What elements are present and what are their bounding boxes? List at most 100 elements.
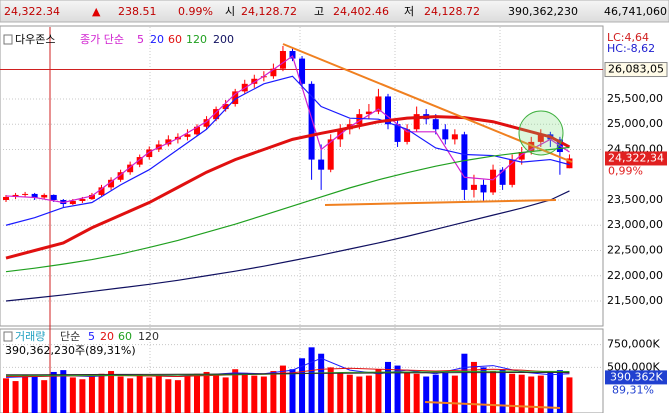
volume-bar: [299, 358, 306, 413]
candle-body: [537, 134, 544, 142]
volume-bar: [251, 375, 258, 413]
candle-body: [404, 129, 411, 142]
volume-bar: [470, 361, 477, 413]
candle-body: [518, 152, 525, 160]
candle-body: [3, 196, 9, 200]
last-price-box: [605, 151, 667, 166]
vertical-grid: [149, 27, 501, 413]
header-price: 24,322.34: [4, 5, 60, 18]
volume-bar: [404, 371, 411, 413]
volume-bar: [499, 369, 506, 413]
last-volume-label: 390,362K: [610, 370, 663, 383]
legend-entry: 20: [150, 33, 164, 46]
volume-trendline: [424, 401, 561, 409]
volume-bar: [203, 371, 210, 413]
candle-body: [318, 159, 325, 170]
moving-average: [5, 190, 570, 302]
header-low: 24,128.72: [424, 5, 480, 18]
last-volume-box: [605, 370, 667, 385]
legend-entry: 120: [186, 33, 207, 46]
volume-bar: [318, 353, 325, 413]
volume-bar: [60, 370, 67, 413]
header-arrow: ▲: [92, 5, 101, 18]
volume-bar: [442, 372, 449, 413]
volume-bar: [194, 373, 200, 413]
candle-body: [394, 124, 401, 142]
last-volume-pct: 89,31%: [612, 383, 654, 396]
trendline: [282, 43, 573, 163]
header-open-label: 시: [225, 5, 235, 18]
volume-bar: [518, 374, 525, 413]
candle-body: [184, 134, 191, 137]
candle-body: [490, 169, 497, 193]
volume-bar: [432, 374, 439, 413]
candle-body: [203, 119, 210, 127]
candle-body: [375, 96, 382, 112]
candle-body: [136, 157, 143, 165]
candle-body: [127, 164, 134, 173]
volume-bar: [289, 369, 296, 413]
candle-body: [365, 111, 372, 115]
checkbox[interactable]: [3, 331, 13, 342]
candle-body: [279, 50, 286, 69]
candle-body: [98, 187, 105, 195]
candle-body: [499, 169, 506, 185]
candle-body: [146, 149, 153, 158]
volume-bar: [385, 361, 391, 413]
candle-body: [509, 159, 516, 185]
y-tick-label: 500,000K: [607, 360, 660, 373]
volume-bar: [480, 367, 487, 413]
volume-bar: [490, 371, 497, 413]
candle-body: [461, 134, 468, 190]
candle-body: [327, 139, 334, 170]
legend-entry: 60: [168, 33, 182, 46]
moving-average: [5, 75, 570, 226]
volume-bar: [108, 371, 115, 413]
candle-body: [528, 141, 535, 153]
y-tick-label: 22,500,00: [607, 244, 663, 257]
support-line: [324, 199, 557, 206]
volume-bar: [12, 381, 19, 413]
y-tick-label: 22,000,00: [607, 269, 663, 282]
y-tick-label: 750,000K: [607, 338, 660, 351]
y-tick-label: 25,000,00: [607, 117, 663, 130]
candle-body: [117, 172, 124, 180]
volume-bar: [88, 375, 95, 413]
candle-body: [308, 83, 315, 160]
volume-bar: [413, 373, 420, 413]
header-pct: 0.99%: [178, 5, 213, 18]
volume-bar: [41, 380, 48, 413]
chart-title: 다우존스: [15, 33, 55, 46]
header-high: 24,402.46: [333, 5, 389, 18]
moving-average: [5, 146, 570, 273]
header-bar: [0, 0, 669, 23]
volume-bar: [279, 365, 286, 413]
candle-body: [165, 139, 172, 145]
y-tick-label: 23,500,00: [607, 193, 663, 206]
candle-body: [108, 179, 115, 188]
checkbox[interactable]: [3, 34, 13, 45]
volume-bar: [327, 367, 334, 413]
volume-bar: [127, 378, 134, 413]
volume-bar: [537, 375, 544, 413]
candle-body: [566, 158, 573, 169]
candle-body: [22, 193, 29, 195]
candle-body: [88, 194, 95, 199]
header-low-label: 저: [404, 5, 414, 18]
volume-bar: [547, 372, 554, 413]
volume-bar: [117, 376, 124, 413]
volume-bar: [461, 353, 468, 413]
volume-bar: [155, 375, 162, 413]
volume-legend-label: 단순: [60, 330, 80, 343]
last-price-label: 24,322,34: [608, 151, 664, 164]
candle-body: [413, 114, 420, 130]
volume-bar: [79, 379, 86, 413]
volume-bar: [308, 347, 315, 413]
volume-average: [6, 372, 570, 376]
legend-entry: 20: [100, 330, 114, 343]
volume-bar: [346, 374, 353, 413]
moving-average: [5, 55, 570, 204]
legend-entry: 60: [118, 330, 132, 343]
